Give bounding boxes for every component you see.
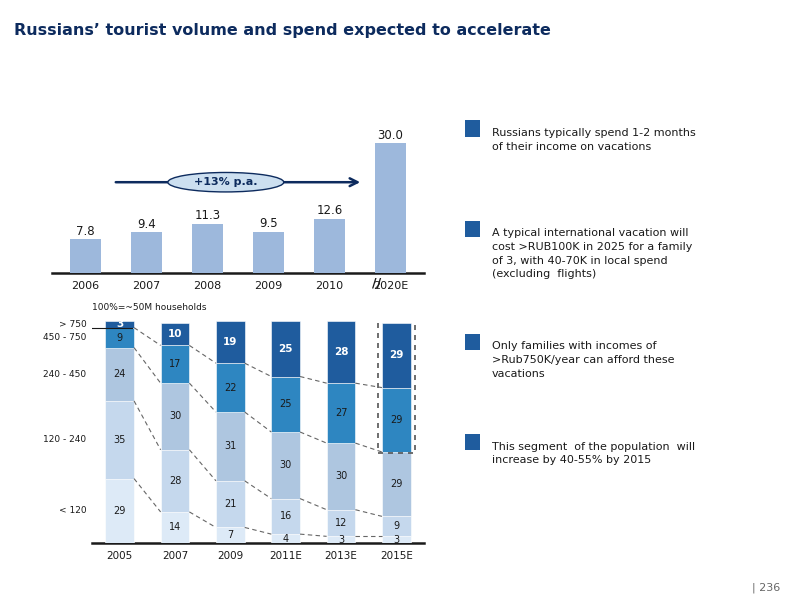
Bar bbox=[382, 536, 410, 543]
Text: 30.0: 30.0 bbox=[378, 128, 403, 142]
Text: A typical international vacation will
cost >RUB100K in 2025 for a family
of 3, w: A typical international vacation will co… bbox=[492, 229, 692, 279]
Text: Russians’ tourist volume and spend expected to accelerate: Russians’ tourist volume and spend expec… bbox=[14, 23, 551, 38]
Bar bbox=[130, 232, 162, 273]
Bar bbox=[466, 221, 480, 237]
Text: 28: 28 bbox=[334, 347, 348, 357]
Text: 9: 9 bbox=[117, 332, 122, 343]
Bar bbox=[382, 517, 410, 536]
Text: 30: 30 bbox=[169, 412, 181, 421]
Text: 3: 3 bbox=[116, 319, 123, 329]
Text: 25: 25 bbox=[278, 344, 293, 354]
Text: 11.3: 11.3 bbox=[194, 209, 221, 223]
Bar bbox=[326, 443, 355, 509]
Bar bbox=[106, 321, 134, 328]
Text: 29: 29 bbox=[114, 506, 126, 516]
Bar bbox=[106, 328, 134, 347]
Text: 30: 30 bbox=[335, 472, 347, 481]
Bar bbox=[271, 377, 300, 432]
Text: Russians typically spend 1-2 months
of their income on vacations: Russians typically spend 1-2 months of t… bbox=[492, 128, 695, 152]
Bar bbox=[326, 510, 355, 536]
Bar bbox=[216, 481, 245, 527]
Bar bbox=[326, 321, 355, 383]
Text: 30: 30 bbox=[279, 460, 292, 470]
Bar bbox=[271, 432, 300, 499]
Text: 100%=~50M households: 100%=~50M households bbox=[92, 303, 206, 312]
Bar bbox=[161, 450, 190, 512]
Text: 240 - 450: 240 - 450 bbox=[43, 370, 86, 379]
Text: 19: 19 bbox=[223, 337, 238, 347]
Text: 12: 12 bbox=[335, 518, 347, 528]
Bar bbox=[106, 347, 134, 401]
Ellipse shape bbox=[168, 172, 284, 192]
Text: 120 - 240: 120 - 240 bbox=[43, 435, 86, 444]
Bar bbox=[70, 239, 102, 273]
Bar bbox=[216, 527, 245, 543]
Text: 450 - 750: 450 - 750 bbox=[43, 333, 86, 342]
Bar bbox=[216, 363, 245, 412]
Bar bbox=[466, 121, 480, 137]
Bar bbox=[314, 218, 346, 273]
Text: 28: 28 bbox=[169, 476, 181, 486]
Text: 29: 29 bbox=[390, 415, 402, 425]
Bar bbox=[326, 383, 355, 443]
Text: 4: 4 bbox=[282, 533, 289, 544]
Bar bbox=[382, 388, 410, 452]
Text: A larger middle class is emerging: A larger middle class is emerging bbox=[26, 290, 235, 300]
Text: //: // bbox=[372, 277, 381, 290]
Text: Total volume of Russian tourism  outbound trips: Total volume of Russian tourism outbound… bbox=[26, 97, 327, 107]
Text: < 120: < 120 bbox=[59, 506, 86, 515]
Text: 9.4: 9.4 bbox=[137, 218, 156, 230]
Text: 7.8: 7.8 bbox=[76, 224, 95, 238]
Text: 27: 27 bbox=[334, 408, 347, 418]
Bar bbox=[374, 143, 406, 273]
Text: Only families with incomes of
>Rub750K/year can afford these
vacations: Only families with incomes of >Rub750K/y… bbox=[492, 341, 674, 379]
Text: 25: 25 bbox=[279, 399, 292, 409]
Text: 16: 16 bbox=[279, 511, 292, 521]
Text: This segment  of the population  will
increase by 40-55% by 2015: This segment of the population will incr… bbox=[492, 442, 695, 465]
Text: 31: 31 bbox=[224, 442, 237, 451]
Text: 14: 14 bbox=[169, 523, 181, 532]
Text: 35: 35 bbox=[114, 435, 126, 445]
Bar bbox=[161, 346, 190, 383]
Bar bbox=[271, 321, 300, 377]
Text: 9: 9 bbox=[394, 521, 399, 532]
Bar bbox=[253, 232, 284, 273]
Text: 10: 10 bbox=[168, 329, 182, 340]
Text: 9.5: 9.5 bbox=[259, 217, 278, 230]
Bar bbox=[161, 383, 190, 450]
Text: > 750: > 750 bbox=[58, 320, 86, 329]
Bar bbox=[192, 224, 223, 273]
Bar bbox=[378, 320, 415, 453]
Bar bbox=[161, 512, 190, 543]
Bar bbox=[271, 499, 300, 534]
Text: +13% p.a.: +13% p.a. bbox=[194, 177, 258, 187]
Text: 3: 3 bbox=[338, 535, 344, 545]
Bar bbox=[106, 479, 134, 543]
Text: 7: 7 bbox=[227, 530, 234, 540]
Text: 21: 21 bbox=[224, 499, 237, 509]
Bar bbox=[382, 323, 410, 388]
Text: Income distribution, Thsd Rub / year: Income distribution, Thsd Rub / year bbox=[26, 310, 204, 320]
Text: 29: 29 bbox=[390, 479, 402, 489]
Text: | 236: | 236 bbox=[752, 582, 780, 593]
Bar bbox=[382, 452, 410, 517]
Bar bbox=[216, 321, 245, 363]
Text: 3: 3 bbox=[394, 535, 399, 545]
Bar bbox=[271, 534, 300, 543]
Bar bbox=[466, 334, 480, 350]
Text: 24: 24 bbox=[114, 369, 126, 379]
Bar bbox=[161, 323, 190, 346]
Text: M trips: M trips bbox=[26, 116, 60, 127]
Text: 29: 29 bbox=[389, 350, 403, 361]
Bar bbox=[106, 401, 134, 479]
Text: 17: 17 bbox=[169, 359, 181, 369]
Text: 12.6: 12.6 bbox=[316, 204, 342, 217]
Bar bbox=[216, 412, 245, 481]
Bar bbox=[466, 434, 480, 450]
Text: 22: 22 bbox=[224, 383, 237, 392]
Bar bbox=[326, 536, 355, 543]
